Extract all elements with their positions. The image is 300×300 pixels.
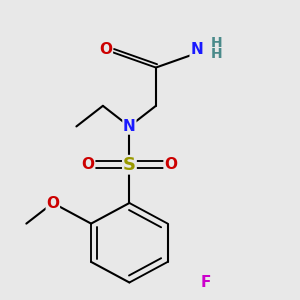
Text: N: N xyxy=(123,119,136,134)
Text: O: O xyxy=(82,157,95,172)
Text: S: S xyxy=(123,156,136,174)
Text: O: O xyxy=(46,196,59,211)
Text: O: O xyxy=(164,157,177,172)
Text: O: O xyxy=(99,42,112,57)
Text: H: H xyxy=(210,47,222,61)
Text: H: H xyxy=(210,35,222,50)
Text: N: N xyxy=(190,42,203,57)
Text: F: F xyxy=(201,275,211,290)
